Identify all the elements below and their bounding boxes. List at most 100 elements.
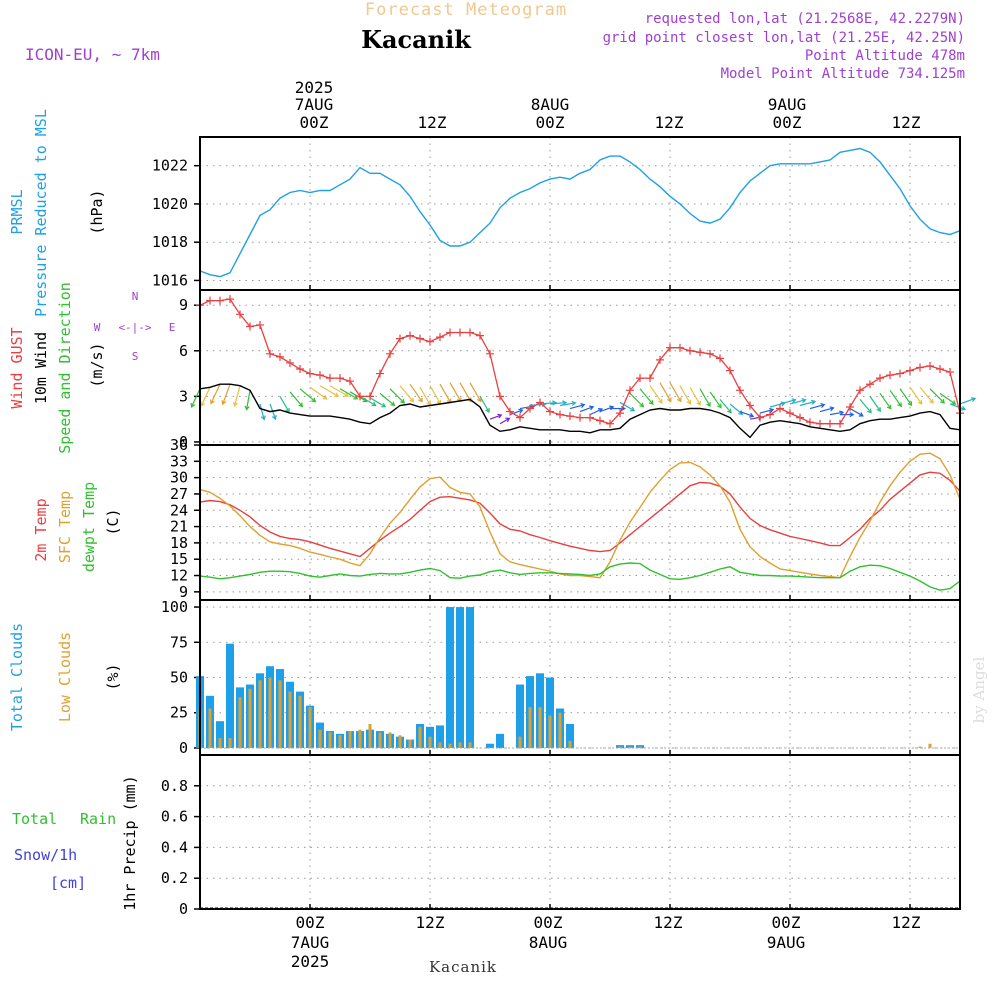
temperature-ytick-label: 18 (170, 534, 188, 552)
top-tick-4: 12Z (655, 113, 684, 132)
low-cloud-bar (418, 726, 422, 748)
temperature-series-line (199, 471, 961, 558)
low-cloud-bar (358, 729, 362, 748)
wind-arrow-head (589, 405, 595, 411)
total-cloud-bar (516, 684, 524, 748)
wind-arrow (709, 391, 722, 408)
gust-marker (456, 328, 464, 337)
pressure-side-label-2: Pressure Reduced to MSL (32, 109, 50, 317)
temperature-ytick-label: 24 (170, 501, 188, 519)
wind-arrow (729, 403, 743, 415)
gust-marker (376, 369, 384, 378)
gust-marker (306, 369, 314, 378)
temp-side-label-2: SFC Temp (56, 491, 74, 563)
wind-arrow (919, 386, 934, 404)
gust-marker (286, 358, 294, 367)
wind-arrow-head (686, 399, 692, 405)
wind-arrow-head (630, 406, 636, 412)
precip-total-label: Total (12, 810, 57, 828)
wind-arrow (289, 391, 303, 407)
gust-marker (426, 337, 434, 346)
wind-arrow (659, 382, 672, 402)
gust-marker (716, 354, 724, 363)
wind-arrow (459, 382, 472, 402)
low-cloud-bar (518, 736, 522, 748)
wind-ytick-label: 3 (179, 387, 188, 405)
wind-arrow-head (497, 413, 503, 419)
wind-arrow-head (518, 408, 524, 414)
wind-arrow-head (727, 408, 732, 414)
low-cloud-bar (348, 731, 352, 748)
gust-marker (616, 409, 624, 418)
gust-marker (706, 349, 714, 358)
gust-marker (516, 413, 524, 422)
precip-ytick-label: 0 (179, 900, 188, 918)
wind-arrow-head (334, 392, 340, 397)
wind-arrow-head (639, 402, 645, 408)
gust-marker (596, 416, 604, 425)
wind-arrow-head (409, 397, 415, 403)
wind-arrow (309, 386, 328, 400)
total-cloud-bar (216, 721, 224, 748)
wind-arrow (879, 392, 892, 410)
footer-location: Kacanik (429, 958, 497, 976)
temperature-ytick-label: 15 (170, 550, 188, 568)
wind-arrow (329, 385, 349, 397)
gust-marker (856, 386, 864, 395)
top-date-2: 8AUG (531, 95, 570, 114)
total-cloud-bar (456, 607, 464, 748)
clouds-ytick-label: 0 (179, 739, 188, 757)
wind-arrow (649, 385, 663, 404)
low-cloud-bar (318, 729, 322, 748)
low-cloud-bar (618, 746, 622, 748)
wind-side-label-2: 10m Wind (32, 332, 50, 404)
total-cloud-bar (616, 745, 624, 748)
gust-marker (236, 310, 244, 319)
wind-arrow-head (232, 401, 238, 407)
pressure-ytick-label: 1022 (152, 157, 188, 175)
gust-marker (486, 349, 494, 358)
gust-marker (796, 413, 804, 422)
gust-marker (296, 365, 304, 374)
low-cloud-bar (338, 735, 342, 748)
low-cloud-bar (558, 712, 562, 748)
wind-arrow (299, 388, 316, 403)
wind-arrow-head (381, 402, 387, 408)
temperature-ytick-label: 21 (170, 518, 188, 536)
gust-marker (466, 328, 474, 337)
wind-arrow-head (221, 400, 227, 406)
bottom-tick-3: 00Z (534, 913, 563, 932)
wind-arrow (679, 385, 691, 405)
low-cloud-bar (528, 707, 532, 748)
total-cloud-bar (566, 724, 574, 748)
wind-arrow-head (749, 412, 755, 418)
wind-arrow (639, 388, 654, 405)
wind-arrow-head (658, 398, 663, 404)
wind-arrow-head (580, 403, 586, 408)
gust-marker (906, 366, 914, 375)
wind-arrow (629, 392, 644, 408)
bottom-tick-1: 00Z (296, 913, 325, 932)
panels-layer: 1016101810201022036991215182124273033360… (152, 136, 977, 918)
wind-arrow (319, 385, 339, 397)
gust-marker (676, 343, 684, 352)
gust-marker (686, 346, 694, 355)
wind-arrow (589, 408, 603, 416)
gust-marker (756, 413, 764, 422)
wind-arrow (939, 392, 956, 405)
gust-marker (656, 355, 664, 364)
low-cloud-bar (568, 740, 572, 748)
gust-marker (586, 413, 594, 422)
wind-arrow (509, 409, 523, 416)
wind-arrow (849, 408, 864, 417)
wind-arrow (859, 399, 872, 413)
low-cloud-bar (368, 724, 372, 748)
wind-arrow (819, 407, 834, 413)
wind-arrow (359, 395, 376, 406)
wind-ytick-label: 6 (179, 342, 188, 360)
total-cloud-bar (546, 677, 554, 748)
wind-arrow-head (505, 417, 511, 423)
wind-arrow (599, 406, 614, 413)
gust-marker (386, 349, 394, 358)
wind-arrow-head (849, 412, 855, 418)
